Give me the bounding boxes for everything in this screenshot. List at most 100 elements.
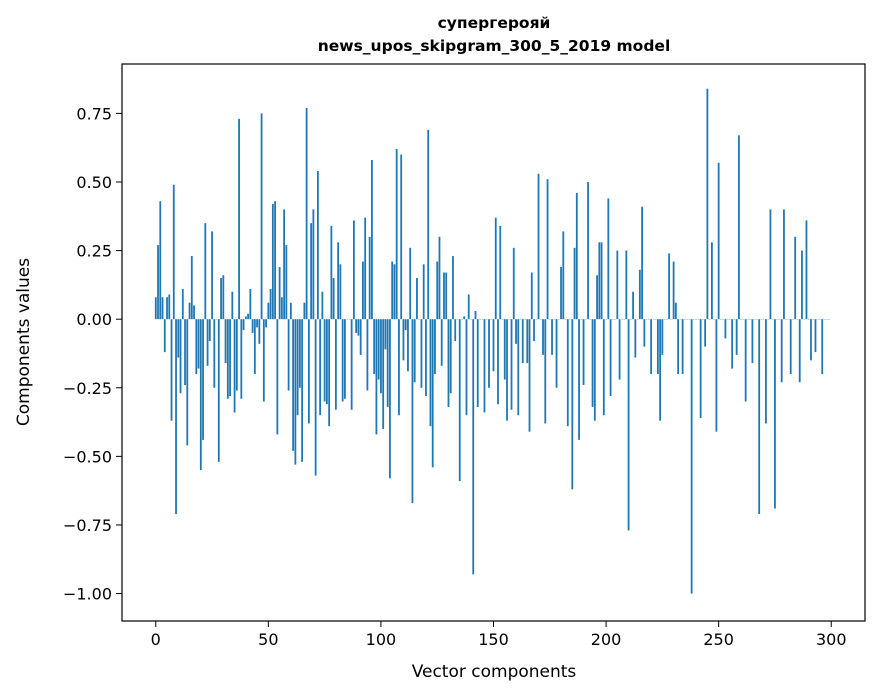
bar-142 xyxy=(474,310,477,320)
bar-217 xyxy=(643,319,646,347)
bar-156 xyxy=(506,319,508,421)
bar-167 xyxy=(530,272,533,320)
bar-14 xyxy=(186,319,189,446)
bar-213 xyxy=(634,319,637,358)
bar-105 xyxy=(391,261,394,320)
bar-72 xyxy=(316,171,319,320)
bar-41 xyxy=(247,313,249,320)
bar-43 xyxy=(251,319,254,333)
bar-180 xyxy=(560,267,562,320)
bar-37 xyxy=(238,118,240,320)
bar-286 xyxy=(798,319,801,383)
bar-127 xyxy=(440,319,443,366)
bar-70 xyxy=(312,209,315,320)
bar-268 xyxy=(758,319,761,514)
bar-225 xyxy=(661,319,664,355)
bar-94 xyxy=(366,319,369,391)
bar-88 xyxy=(353,220,355,320)
bar-244 xyxy=(704,319,707,347)
bar-174 xyxy=(546,179,549,320)
y-tick-label: −1.00 xyxy=(63,585,112,604)
bar-34 xyxy=(231,291,234,320)
bar-247 xyxy=(711,242,713,320)
bar-215 xyxy=(638,269,641,320)
bar-78 xyxy=(330,225,333,320)
bar-131 xyxy=(449,319,452,394)
bar-67 xyxy=(305,107,308,320)
bar-22 xyxy=(204,223,207,320)
bar-21 xyxy=(202,319,204,440)
bar-185 xyxy=(571,319,574,490)
y-tick-label: 0.00 xyxy=(76,310,112,329)
bar-197 xyxy=(598,242,601,320)
bar-19 xyxy=(197,319,200,369)
bar-95 xyxy=(368,236,371,320)
bar-39 xyxy=(242,319,245,331)
bar-91 xyxy=(359,319,362,355)
bar-291 xyxy=(810,319,812,361)
bar-90 xyxy=(357,319,360,336)
bar-196 xyxy=(596,275,598,320)
bar-202 xyxy=(609,319,612,397)
bar-48 xyxy=(262,319,265,402)
bar-224 xyxy=(659,319,662,421)
bar-108 xyxy=(398,319,400,416)
y-tick-label: −0.50 xyxy=(63,447,112,466)
bar-256 xyxy=(731,319,734,369)
bar-55 xyxy=(278,267,281,320)
bar-121 xyxy=(427,129,430,320)
bar-148 xyxy=(488,319,490,388)
bar-12 xyxy=(181,289,184,320)
bar-194 xyxy=(591,319,594,407)
bar-61 xyxy=(292,319,295,451)
bar-282 xyxy=(789,319,792,375)
bar-143 xyxy=(476,319,479,407)
bar-83 xyxy=(341,319,344,402)
bar-49 xyxy=(265,319,267,328)
bar-16 xyxy=(190,256,193,320)
bar-38 xyxy=(240,319,243,399)
bar-293 xyxy=(814,319,817,353)
bar-118 xyxy=(420,319,423,388)
bar-42 xyxy=(249,289,252,320)
bar-82 xyxy=(339,264,342,320)
bar-205 xyxy=(616,250,619,320)
bar-68 xyxy=(307,319,310,424)
bar-3 xyxy=(161,297,164,320)
bar-112 xyxy=(407,319,409,372)
bar-232 xyxy=(677,319,680,375)
bar-65 xyxy=(301,319,304,462)
x-tick-label: 200 xyxy=(591,630,622,649)
bar-141 xyxy=(472,319,475,575)
bar-113 xyxy=(409,247,412,320)
bar-28 xyxy=(217,319,220,462)
bar-228 xyxy=(668,253,671,320)
bar-176 xyxy=(551,319,553,355)
bar-178 xyxy=(555,319,558,388)
bar-110 xyxy=(402,319,405,361)
bar-33 xyxy=(229,319,231,397)
bar-114 xyxy=(411,319,414,504)
bar-258 xyxy=(735,319,738,355)
bar-284 xyxy=(794,236,797,320)
bar-80 xyxy=(334,319,337,410)
bar-44 xyxy=(253,319,256,375)
bar-133 xyxy=(454,319,457,342)
chart-subtitle: news_upos_skipgram_300_5_2019 model xyxy=(318,37,671,55)
bar-188 xyxy=(578,319,580,440)
bar-159 xyxy=(512,247,515,320)
bar-92 xyxy=(362,261,364,320)
bar-7 xyxy=(170,319,173,421)
bar-93 xyxy=(364,217,367,320)
bar-253 xyxy=(724,319,727,339)
bar-40 xyxy=(244,316,247,320)
bar-17 xyxy=(193,305,195,320)
bar-132 xyxy=(452,256,454,320)
bar-238 xyxy=(690,319,693,594)
y-tick-label: 0.50 xyxy=(76,173,112,192)
bar-152 xyxy=(497,319,499,405)
bar-109 xyxy=(400,154,403,320)
bar-116 xyxy=(416,278,418,320)
